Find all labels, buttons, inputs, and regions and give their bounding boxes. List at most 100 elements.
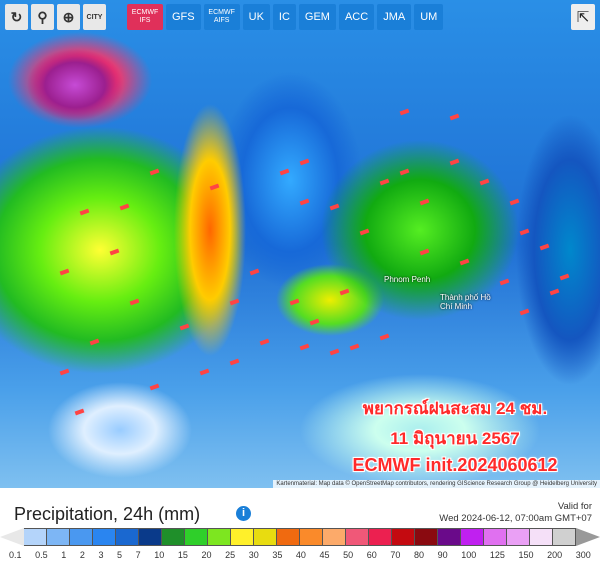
model-button[interactable]: GFS bbox=[166, 4, 201, 30]
precipitation-map[interactable]: ↻ ⚲ ⊕ CITY ECMWF IFS GFS ECMWF AIFS UK IC GEM ACC… bbox=[0, 0, 600, 488]
wind-arrow bbox=[59, 368, 70, 376]
share-icon[interactable]: ⇱ bbox=[571, 4, 595, 30]
scale-tick: 3 bbox=[98, 550, 104, 560]
wind-arrow bbox=[289, 298, 300, 306]
scale-tick: 7 bbox=[135, 550, 141, 560]
color-swatch bbox=[323, 528, 346, 546]
color-swatch bbox=[231, 528, 254, 546]
wind-arrow bbox=[119, 203, 130, 211]
color-swatch bbox=[162, 528, 185, 546]
wind-arrow bbox=[559, 273, 570, 281]
wind-arrow bbox=[519, 228, 530, 236]
map-attribution[interactable]: Kartenmaterial: Map data © OpenStreetMap… bbox=[273, 480, 600, 488]
scale-tick: 5 bbox=[117, 550, 123, 560]
wind-arrow bbox=[249, 268, 260, 276]
wind-arrow bbox=[479, 178, 490, 186]
wind-arrow bbox=[279, 168, 290, 176]
legend-title: Precipitation, 24h (mm) bbox=[14, 504, 201, 524]
model-button[interactable]: UK bbox=[242, 4, 270, 30]
wind-arrow bbox=[329, 203, 340, 211]
wind-arrow bbox=[539, 243, 550, 251]
zoom-in-icon[interactable]: ⊕ bbox=[57, 4, 80, 30]
color-swatch bbox=[300, 528, 323, 546]
city-toggle-icon[interactable]: CITY bbox=[83, 4, 106, 30]
scale-tick: 125 bbox=[489, 550, 505, 560]
model-button[interactable]: ECMWF AIFS bbox=[203, 4, 240, 30]
color-swatch bbox=[277, 528, 300, 546]
wind-arrow bbox=[149, 168, 160, 176]
color-swatch bbox=[530, 528, 553, 546]
color-swatch bbox=[139, 528, 162, 546]
wind-arrow bbox=[419, 248, 430, 256]
wind-arrow bbox=[549, 288, 560, 296]
wind-arrow bbox=[509, 198, 520, 206]
wind-arrow bbox=[89, 338, 100, 346]
model-button[interactable]: UM bbox=[414, 4, 444, 30]
wind-arrow bbox=[199, 368, 210, 376]
wind-arrow bbox=[129, 298, 140, 306]
wind-arrow bbox=[109, 248, 120, 256]
wind-arrow bbox=[229, 298, 240, 306]
model-label: ECMWF AIFS bbox=[208, 9, 235, 24]
wind-arrow bbox=[449, 113, 460, 121]
scale-ticks: 0.1 0.5 1 2 3 5 7 10 15 20 25 30 35 40 45 50 60 70 80 90 100… bbox=[9, 550, 591, 560]
forecast-model-init: ECMWF init.2024060612 bbox=[352, 455, 558, 475]
scale-tick: 35 bbox=[272, 550, 283, 560]
location-pin-icon[interactable]: ⚲ bbox=[31, 4, 54, 30]
scale-tick: 25 bbox=[225, 550, 236, 560]
model-button[interactable]: ECMWF IFS bbox=[127, 4, 163, 30]
scale-tick: 40 bbox=[295, 550, 306, 560]
scale-cap-right bbox=[576, 528, 600, 546]
color-swatch bbox=[93, 528, 116, 546]
wind-arrow bbox=[149, 383, 160, 391]
valid-time-value: Wed 2024-06-12, 07:00am GMT+07 bbox=[439, 513, 592, 524]
info-icon[interactable]: i bbox=[236, 506, 251, 521]
color-swatch bbox=[553, 528, 576, 546]
wind-arrow bbox=[179, 323, 190, 331]
model-label: ECMWF IFS bbox=[131, 9, 159, 24]
color-swatch bbox=[369, 528, 392, 546]
scale-tick: 1 bbox=[61, 550, 67, 560]
wind-arrow bbox=[339, 288, 350, 296]
scale-tick: 0.1 bbox=[9, 550, 22, 560]
color-scale bbox=[0, 528, 600, 546]
valid-label: Valid for bbox=[557, 501, 592, 512]
color-swatch bbox=[208, 528, 231, 546]
wind-arrow bbox=[259, 338, 270, 346]
wind-arrow bbox=[299, 158, 310, 166]
wind-arrow bbox=[399, 168, 410, 176]
valid-time: Valid for Wed 2024-06-12, 07:00am GMT+07 bbox=[439, 501, 592, 525]
model-button[interactable]: IC bbox=[272, 4, 296, 30]
scale-tick: 150 bbox=[518, 550, 534, 560]
color-swatch bbox=[24, 528, 47, 546]
wind-arrow bbox=[379, 178, 390, 186]
color-swatch bbox=[415, 528, 438, 546]
scale-tick: 2 bbox=[79, 550, 85, 560]
model-button[interactable]: ACC bbox=[338, 4, 375, 30]
scale-tick: 200 bbox=[547, 550, 563, 560]
color-swatch bbox=[438, 528, 461, 546]
color-swatch bbox=[507, 528, 530, 546]
forecast-date: 11 มิถุนายน 2567 bbox=[390, 429, 520, 448]
place-label: Thành phố Hồ Chí Minh bbox=[440, 293, 491, 311]
model-button[interactable]: GEM bbox=[298, 4, 336, 30]
scale-tick: 45 bbox=[319, 550, 330, 560]
wind-arrow bbox=[449, 158, 460, 166]
scale-tick: 70 bbox=[390, 550, 401, 560]
wind-arrow bbox=[419, 198, 430, 206]
color-swatch bbox=[484, 528, 507, 546]
wind-arrow bbox=[329, 348, 340, 356]
scale-tick: 50 bbox=[343, 550, 354, 560]
place-label: Phnom Penh bbox=[384, 275, 431, 284]
color-swatch bbox=[116, 528, 139, 546]
map-tools: ↻ ⚲ ⊕ CITY bbox=[5, 4, 106, 30]
wind-arrow bbox=[59, 268, 70, 276]
wind-arrow bbox=[209, 183, 220, 191]
refresh-icon[interactable]: ↻ bbox=[5, 4, 28, 30]
wind-arrow bbox=[309, 318, 320, 326]
scale-tick: 15 bbox=[177, 550, 188, 560]
wind-arrow bbox=[359, 228, 370, 236]
wind-arrow bbox=[229, 358, 240, 366]
model-button[interactable]: JMA bbox=[377, 4, 412, 30]
scale-tick: 300 bbox=[575, 550, 591, 560]
